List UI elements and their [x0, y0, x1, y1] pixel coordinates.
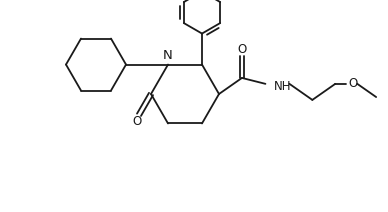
Text: N: N [163, 49, 173, 61]
Text: O: O [237, 43, 246, 56]
Text: O: O [132, 115, 142, 128]
Text: O: O [349, 77, 358, 90]
Text: NH: NH [274, 80, 291, 93]
